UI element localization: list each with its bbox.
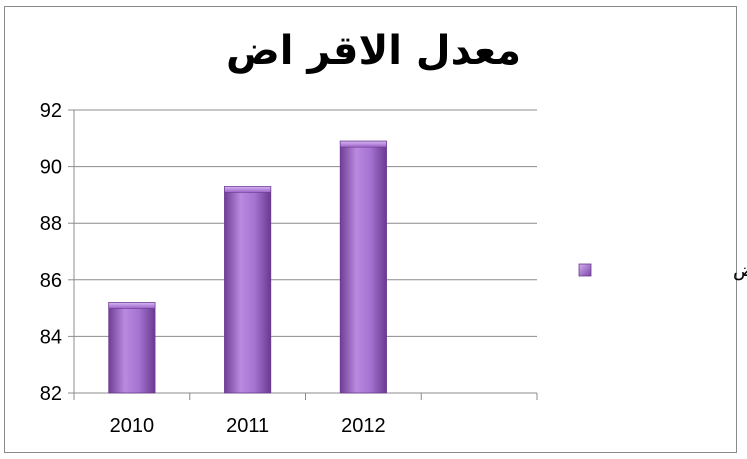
bar-body [224, 186, 272, 394]
bar-2011 [224, 186, 272, 394]
y-tick-label: 92 [40, 100, 62, 122]
legend-label: معدل الاقر اض [733, 260, 747, 281]
y-tick-label: 86 [40, 270, 62, 292]
bar-cap [224, 186, 272, 193]
x-tick-label: 2011 [226, 415, 269, 437]
bar-2010 [108, 302, 156, 394]
x-tick-label: 2012 [341, 415, 386, 437]
bar-2012 [339, 140, 387, 394]
x-tick-label: 2010 [110, 415, 155, 437]
bar-body [108, 302, 156, 394]
legend-swatch [578, 263, 592, 277]
y-tick-label: 82 [40, 383, 62, 405]
tick-labels: 82 84 86 88 90 92 2010 2011 2012 [40, 100, 386, 437]
bar-cap [108, 302, 156, 309]
bar-body [339, 140, 387, 394]
legend-item: معدل الاقر اض [578, 260, 747, 281]
gridlines [74, 109, 537, 337]
legend: معدل الاقر اض [578, 260, 747, 281]
y-tick-label: 84 [40, 326, 62, 348]
y-tick-label: 90 [40, 157, 62, 179]
bar-cap [339, 140, 387, 148]
y-tick-label: 88 [40, 213, 62, 235]
chart-title: معدل الاقر اض [225, 28, 522, 74]
bars [108, 140, 387, 394]
